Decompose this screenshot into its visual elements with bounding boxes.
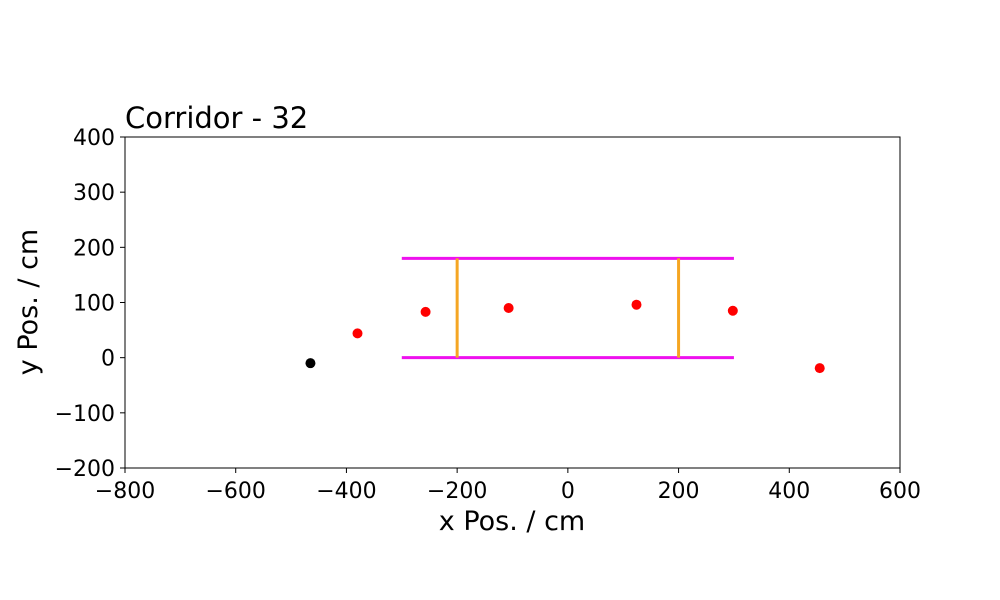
y-tick-label: 400 — [73, 126, 115, 151]
y-tick-label: 0 — [101, 347, 115, 372]
y-tick-label: 200 — [73, 236, 115, 261]
trajectory-point-6 — [814, 363, 825, 374]
y-tick-label: 300 — [73, 181, 115, 206]
x-axis-ticks: −800 −600 −400 −200 0 200 400 600 — [95, 468, 921, 504]
trajectory-point-5 — [727, 305, 738, 316]
y-tick-label: −200 — [55, 457, 115, 482]
trajectory-point-3 — [503, 303, 514, 314]
chart-title: Corridor - 32 — [125, 101, 308, 135]
current-position-point — [305, 358, 316, 369]
y-axis-label: y Pos. / cm — [13, 229, 44, 375]
x-tick-label: −600 — [205, 479, 265, 504]
trajectory-point-2 — [420, 306, 431, 317]
y-tick-label: −100 — [55, 402, 115, 427]
x-tick-label: 200 — [658, 479, 700, 504]
x-tick-label: −800 — [95, 479, 155, 504]
x-axis-label: x Pos. / cm — [439, 506, 585, 537]
x-tick-label: −200 — [427, 479, 487, 504]
y-tick-label: 100 — [73, 292, 115, 317]
trajectory-point-1 — [352, 328, 363, 339]
plot-area — [305, 256, 825, 374]
x-tick-label: 600 — [879, 479, 921, 504]
x-tick-label: 400 — [768, 479, 810, 504]
trajectory-point-4 — [631, 299, 642, 310]
y-axis-ticks: −200 −100 0 100 200 300 400 — [55, 126, 125, 482]
x-tick-label: −400 — [316, 479, 376, 504]
x-tick-label: 0 — [561, 479, 575, 504]
